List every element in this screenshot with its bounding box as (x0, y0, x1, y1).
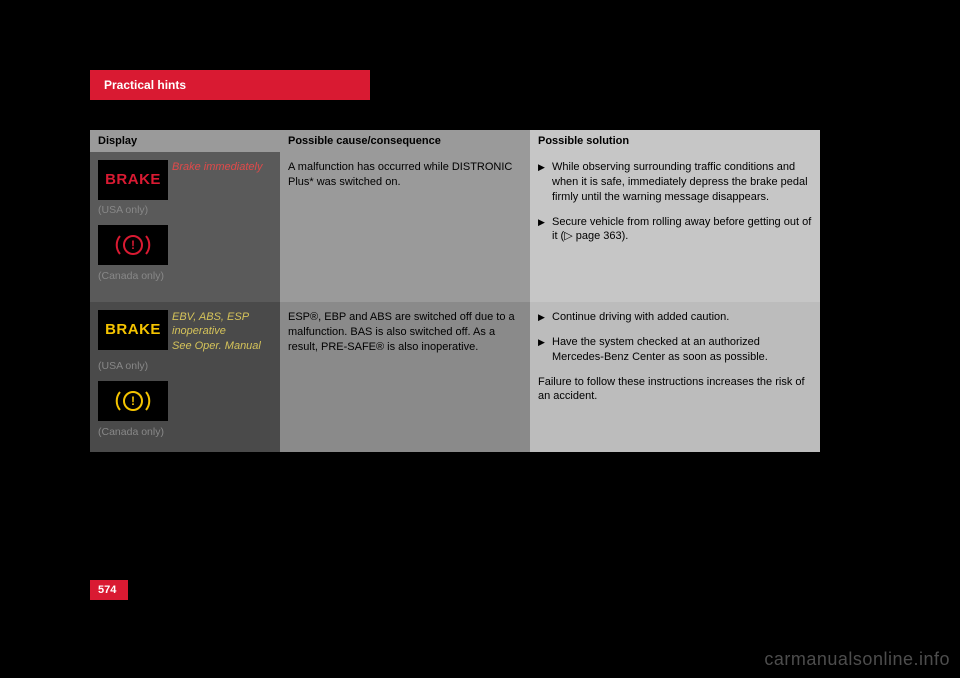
col-header-display: Display (90, 130, 280, 152)
solution-item: While observing surrounding traffic cond… (538, 160, 812, 205)
solution-item: Have the system checked at an authorized… (538, 335, 812, 365)
brake-word: BRAKE (105, 320, 161, 340)
col-header-cause: Possible cause/consequence (280, 130, 530, 152)
region-canada: (Canada only) (98, 269, 272, 283)
display-cell: BRAKE EBV, ABS, ESP inoperative See Oper… (90, 302, 280, 452)
region-usa: (USA only) (98, 359, 272, 373)
brake-message-multi: EBV, ABS, ESP inoperative See Oper. Manu… (172, 310, 272, 353)
svg-text:!: ! (131, 238, 135, 252)
table-row: BRAKE Brake immediately (USA only) ! (Ca… (90, 152, 820, 302)
watermark: carmanualsonline.info (764, 649, 950, 670)
warning-table: Display Possible cause/consequence Possi… (90, 130, 820, 452)
col-header-solution: Possible solution (530, 130, 820, 152)
region-usa: (USA only) (98, 203, 272, 217)
display-cell: BRAKE Brake immediately (USA only) ! (Ca… (90, 152, 280, 302)
section-header: Practical hints (90, 70, 370, 100)
solution-list: Continue driving with added caution. Hav… (538, 310, 812, 365)
table-row: BRAKE EBV, ABS, ESP inoperative See Oper… (90, 302, 820, 452)
svg-text:!: ! (131, 394, 135, 408)
msg-line: EBV, ABS, ESP (172, 311, 249, 323)
solution-cell: Continue driving with added caution. Hav… (530, 302, 820, 452)
solution-cell: While observing surrounding traffic cond… (530, 152, 820, 302)
page: Practical hints Display Possible cause/c… (90, 70, 880, 452)
solution-list: While observing surrounding traffic cond… (538, 160, 812, 244)
brake-circle-icon-yellow: ! (98, 381, 168, 421)
region-canada: (Canada only) (98, 425, 272, 439)
msg-line: inoperative (172, 325, 226, 337)
cause-cell: ESP®, EBP and ABS are switched off due t… (280, 302, 530, 452)
solution-item: Continue driving with added caution. (538, 310, 812, 325)
brake-word: BRAKE (105, 170, 161, 190)
cause-cell: A malfunction has occurred while DISTRON… (280, 152, 530, 302)
brake-lamp-yellow: BRAKE (98, 310, 168, 350)
msg-line: See Oper. Manual (172, 340, 261, 352)
page-number: 574 (90, 580, 128, 600)
brake-lamp-red: BRAKE (98, 160, 168, 200)
solution-item: Secure vehicle from rolling away before … (538, 215, 812, 245)
brake-circle-icon-red: ! (98, 225, 168, 265)
brake-message: Brake immediately (172, 160, 272, 175)
table-header-row: Display Possible cause/consequence Possi… (90, 130, 820, 152)
solution-footer: Failure to follow these instructions inc… (538, 375, 812, 405)
